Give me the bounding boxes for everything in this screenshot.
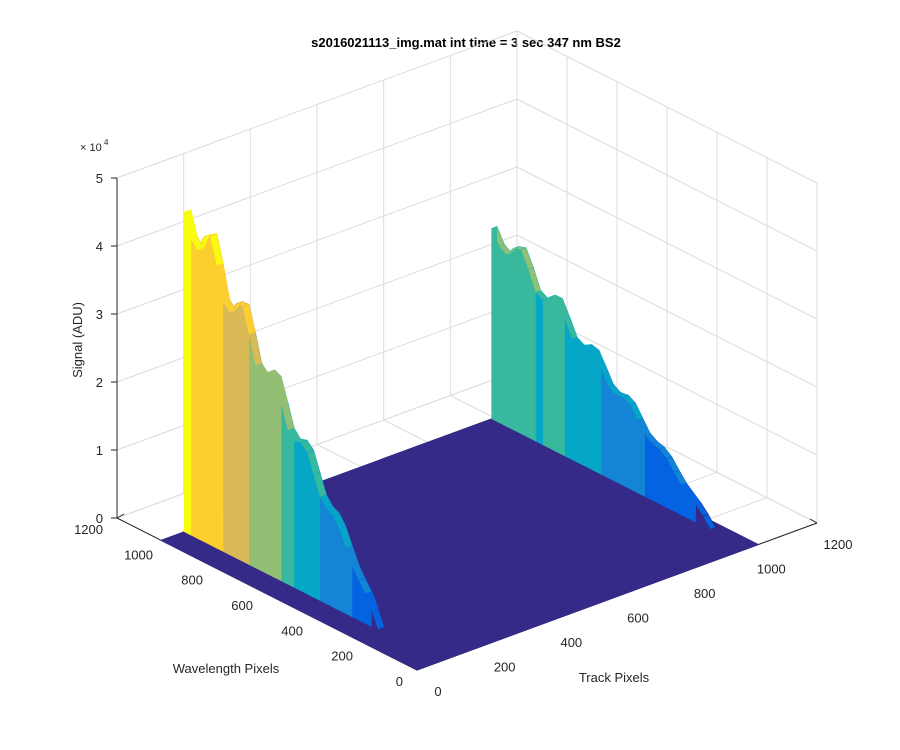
grid-line-wall-z: [516, 30, 818, 184]
peak-face: [242, 306, 250, 565]
x-tick-label: 400: [560, 635, 582, 650]
peak-face: [615, 394, 624, 486]
peak-face: [280, 404, 288, 585]
x-tick-label: 600: [627, 611, 649, 626]
x-axis-label: Track Pixels: [579, 670, 650, 685]
peak-face: [549, 296, 558, 453]
tick-labels: 0200400600800100012000200400600800100012…: [74, 171, 852, 699]
peak-face: [255, 364, 263, 572]
peak-face: [513, 248, 522, 434]
peak-face: [319, 496, 327, 605]
z-tick-label: 4: [96, 239, 103, 254]
peak-face: [261, 371, 269, 575]
peak-face: [235, 303, 243, 562]
peak-face: [229, 302, 237, 559]
y-tick-label: 0: [396, 674, 403, 689]
peak-face: [586, 345, 594, 471]
peak-cap: [184, 209, 191, 532]
peak-face: [600, 368, 609, 479]
y-tick-label: 200: [331, 649, 353, 664]
peak-face: [564, 318, 573, 460]
peak-face: [527, 269, 536, 442]
grid-line-wall-z: [516, 98, 818, 252]
peak-face: [287, 429, 295, 588]
peak-face: [216, 266, 224, 552]
grid-line-wall-z: [116, 370, 518, 519]
peak-face: [658, 448, 667, 508]
peak-face: [190, 238, 198, 539]
grid-line-wall-z: [116, 234, 518, 383]
peak-face: [293, 440, 301, 591]
peak-face: [520, 249, 529, 438]
grid-line-wall-z: [116, 302, 518, 451]
grid-line-wall-z: [116, 166, 518, 315]
y-tick-label: 400: [281, 623, 303, 638]
peak-face: [571, 338, 580, 464]
x-tick-label: 1200: [824, 537, 853, 552]
z-exponent-power: 4: [104, 138, 109, 147]
peak-face: [535, 291, 544, 446]
peak-face: [274, 378, 282, 582]
z-tick-label: 3: [96, 307, 103, 322]
x-tick-label: 0: [434, 684, 441, 699]
peak-face: [267, 371, 275, 578]
y-axis-label: Wavelength Pixels: [173, 661, 280, 676]
peak-1: [183, 209, 385, 631]
peak-face: [651, 442, 660, 505]
peak-face: [300, 441, 308, 595]
peak-face: [209, 236, 217, 549]
peak-face: [203, 235, 211, 546]
surface: [159, 209, 760, 671]
z-tick-label: 1: [96, 443, 103, 458]
grid-line-wall-z: [116, 30, 518, 179]
peak-face: [593, 351, 602, 475]
y-tick-mark: [116, 513, 125, 519]
x-tick-label: 1000: [757, 562, 786, 577]
peak-face: [325, 508, 334, 608]
y-tick-label: 1000: [124, 547, 153, 562]
z-tick-label: 0: [96, 511, 103, 526]
peak-face: [332, 515, 340, 611]
peak-face: [222, 300, 230, 556]
grid-line-wall-z: [116, 98, 518, 247]
peak-face: [578, 346, 587, 468]
peak-face: [556, 300, 565, 457]
grid-line-wall-z: [516, 234, 818, 388]
chart-title: s2016021113_img.mat int time = 3 sec 347…: [311, 35, 621, 50]
peak-cap: [491, 226, 497, 419]
z-exponent: × 10 4: [80, 138, 109, 154]
peak-face: [498, 245, 507, 427]
z-axis-label: Signal (ADU): [70, 302, 85, 378]
y-tick-label: 1200: [74, 522, 103, 537]
peak-face: [196, 236, 204, 542]
peak-2: [491, 226, 716, 531]
peak-face: [542, 296, 551, 449]
y-tick-label: 800: [181, 573, 203, 588]
peak-face: [622, 396, 631, 490]
x-tick-label: 200: [494, 660, 516, 675]
x-tick-mark: [809, 518, 818, 524]
peak-face: [248, 334, 256, 569]
z-exponent-base: × 10: [80, 142, 102, 154]
grid-line-wall-z: [516, 166, 818, 320]
z-tick-label: 2: [96, 375, 103, 390]
peak-face: [306, 452, 314, 598]
peak-face: [644, 433, 653, 501]
peak-face: [607, 385, 616, 482]
x-tick-label: 800: [694, 586, 716, 601]
z-tick-label: 5: [96, 171, 103, 186]
peak-face: [505, 247, 514, 431]
y-tick-label: 600: [231, 598, 253, 613]
